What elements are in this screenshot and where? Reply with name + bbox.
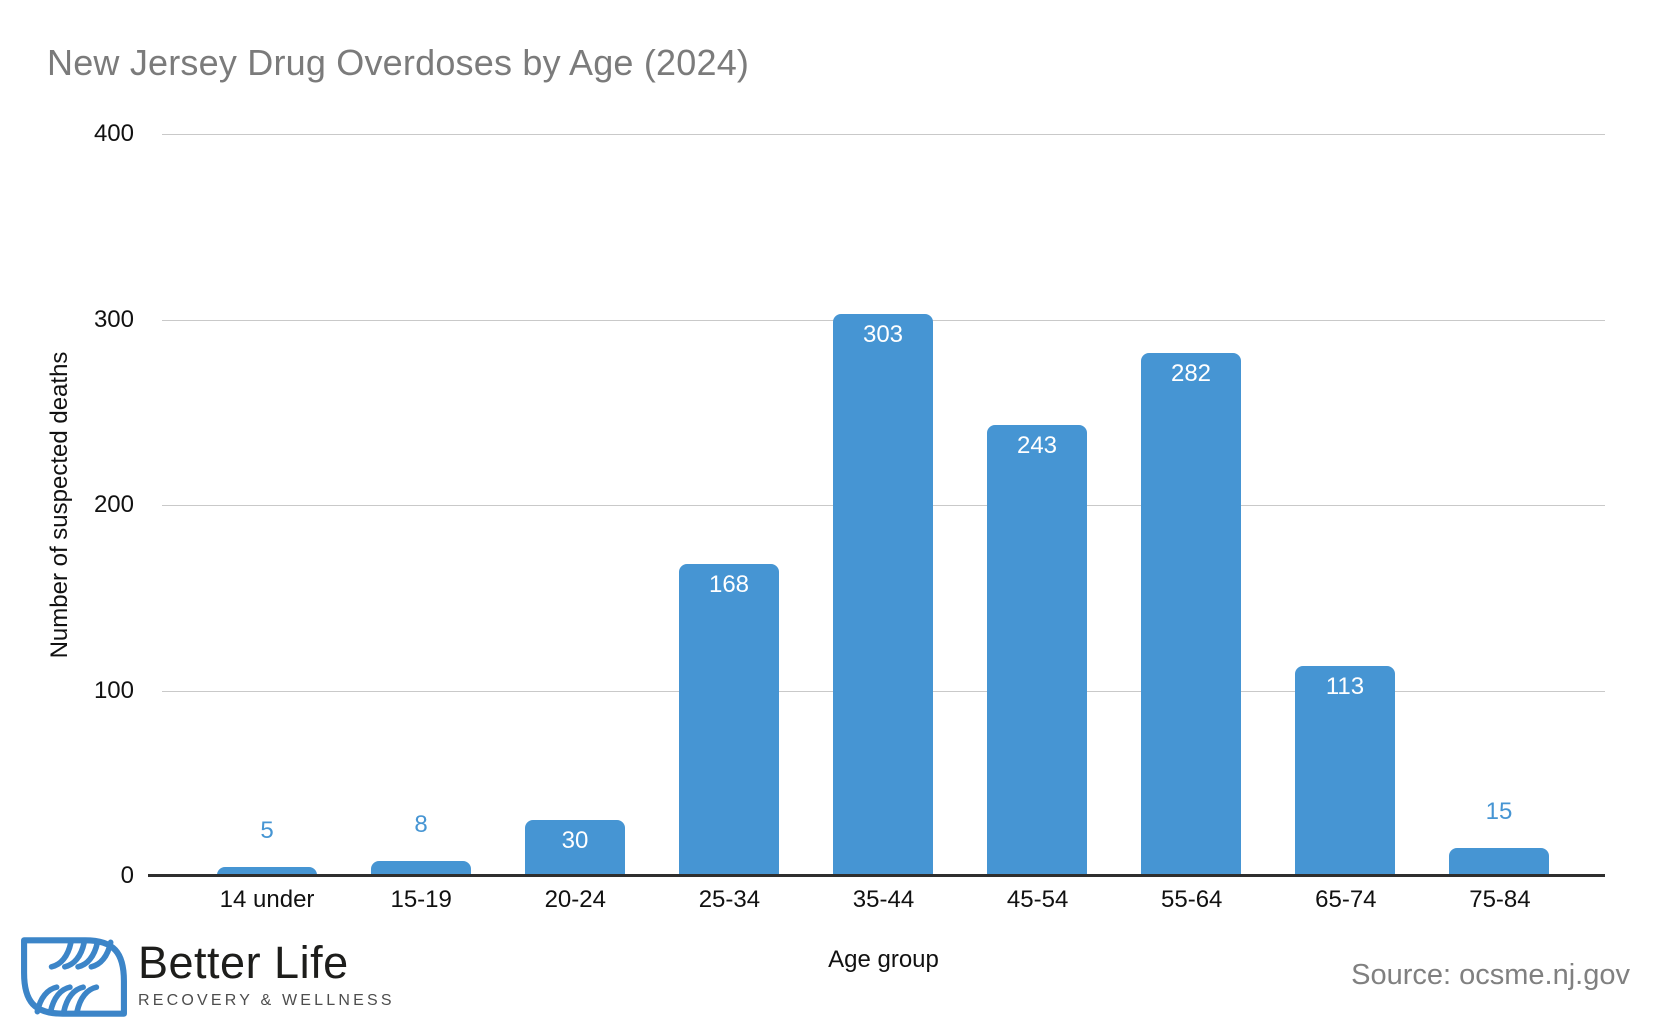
x-tick-label: 14 under xyxy=(219,886,315,913)
chart-title: New Jersey Drug Overdoses by Age (2024) xyxy=(47,42,750,83)
bar-55-64[interactable]: 282 xyxy=(1141,352,1241,876)
better-life-leaf-icon xyxy=(21,937,127,1017)
bar-value-label: 5 xyxy=(260,816,274,844)
x-tick-label: 45-54 xyxy=(1006,886,1069,913)
bar-value-label: 243 xyxy=(1016,432,1058,460)
bar-20-24[interactable]: 30 xyxy=(525,820,625,876)
bar-slot: 282 xyxy=(1114,134,1268,876)
x-tick-label: 35-44 xyxy=(852,886,915,913)
bar-35-44[interactable]: 303 xyxy=(833,313,933,876)
bar-slot: 8 xyxy=(344,134,498,876)
y-axis-ticks: 0 100 200 300 400 xyxy=(0,122,148,888)
bars-row: 5 8 30 168 303 243 282 113 15 xyxy=(190,134,1576,876)
bar-slot: 113 xyxy=(1268,134,1422,876)
y-tick-label: 100 xyxy=(93,676,134,704)
x-tick-label: 25-34 xyxy=(698,886,761,913)
bar-slot: 243 xyxy=(960,134,1114,876)
bar-slot: 168 xyxy=(652,134,806,876)
y-axis-title: Number of suspected deaths xyxy=(46,351,73,659)
x-axis-line xyxy=(148,874,1605,877)
plot-area: 5 8 30 168 303 243 282 113 15 xyxy=(162,134,1605,876)
x-tick-label: 75-84 xyxy=(1469,886,1531,913)
bar-slot: 303 xyxy=(806,134,960,876)
bar-25-34[interactable]: 168 xyxy=(679,564,779,876)
bar-value-label: 303 xyxy=(862,320,904,348)
bar-value-label: 8 xyxy=(414,811,428,839)
bar-value-label: 282 xyxy=(1170,359,1212,387)
y-tick-label: 0 xyxy=(120,862,134,889)
bar-value-label: 15 xyxy=(1485,798,1513,826)
bar-value-label: 113 xyxy=(1325,673,1365,701)
source-attribution: Source: ocsme.nj.gov xyxy=(1351,959,1630,991)
gridline xyxy=(162,134,1605,135)
x-tick-label: 65-74 xyxy=(1315,886,1377,913)
bar-15-19[interactable] xyxy=(371,861,471,876)
bar-45-54[interactable]: 243 xyxy=(987,425,1087,876)
logo-tagline: RECOVERY & WELLNESS xyxy=(138,992,395,1009)
y-tick-label: 300 xyxy=(93,305,134,333)
bar-value-label: 30 xyxy=(561,827,589,855)
x-tick-label: 55-64 xyxy=(1161,886,1223,913)
logo-text: Better Life RECOVERY & WELLNESS xyxy=(138,936,395,1010)
better-life-logo: Better Life RECOVERY & WELLNESS xyxy=(20,936,395,1018)
bar-value-label: 168 xyxy=(708,571,750,599)
bar-65-74[interactable]: 113 xyxy=(1295,666,1395,876)
x-axis-title: Age group xyxy=(828,946,939,973)
bar-slot: 15 xyxy=(1422,134,1576,876)
x-axis-ticks: 14 under 15-19 20-24 25-34 35-44 45-54 55-64 65… xyxy=(190,886,1577,914)
logo-name: Better Life xyxy=(138,937,349,988)
x-tick-label: 15-19 xyxy=(390,886,452,913)
bar-75-84[interactable] xyxy=(1449,848,1549,876)
bar-slot: 5 xyxy=(190,134,344,876)
x-tick-label: 20-24 xyxy=(544,886,606,913)
bar-14-under[interactable] xyxy=(217,866,317,876)
y-tick-label: 400 xyxy=(93,120,134,147)
y-tick-label: 200 xyxy=(93,491,134,518)
bar-slot: 30 xyxy=(498,134,652,876)
